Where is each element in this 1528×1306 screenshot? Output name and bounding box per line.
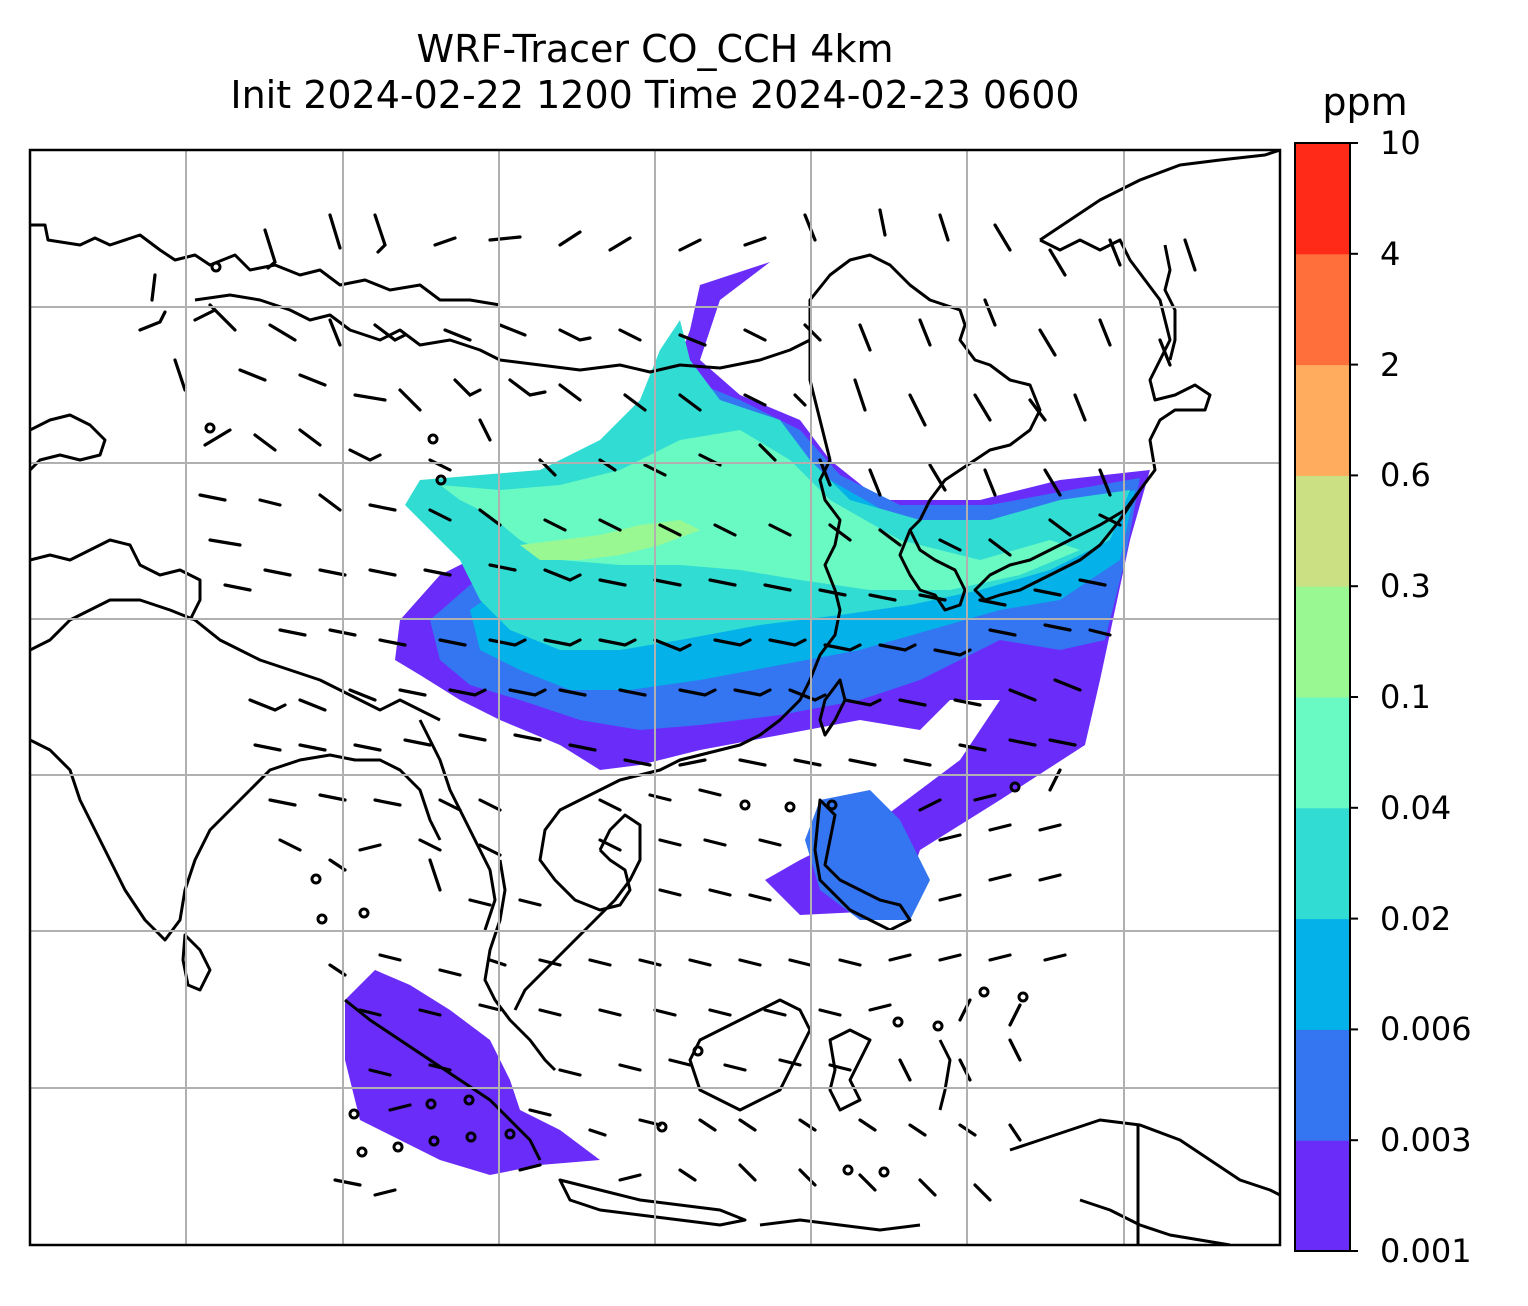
colorbar-tick-label: 0.3 — [1380, 567, 1431, 606]
colorbar-tick-label: 10 — [1380, 124, 1421, 162]
map-frame — [28, 148, 1282, 1247]
coast-malay-peninsula — [483, 859, 557, 1072]
colorbar-segment — [1295, 918, 1350, 1030]
title-line-2: Init 2024-02-22 1200 Time 2024-02-23 060… — [230, 73, 1080, 117]
colorbar-tick-label: 2 — [1380, 345, 1401, 384]
coast-sri-lanka — [181, 933, 212, 992]
colorbar-tick-label: 0.1 — [1380, 678, 1431, 716]
coast-russian-far-east — [1039, 150, 1280, 242]
coast-china-south — [538, 773, 641, 912]
coast-west-border-2 — [30, 598, 196, 652]
colorbar-segment — [1295, 253, 1350, 366]
calm-wind-markers — [204, 261, 1029, 1178]
title-line-1: WRF-Tracer CO_CCH 4km — [416, 27, 894, 71]
coast-sakhalin — [1163, 244, 1177, 361]
coast-caspian — [30, 413, 107, 472]
colorbar-tick-label: 4 — [1380, 234, 1401, 273]
map-title: WRF-Tracer CO_CCH 4km Init 2024-02-22 12… — [30, 26, 1280, 118]
colorbar-segment — [1295, 364, 1350, 476]
coast-korean-peninsula — [898, 528, 967, 612]
coast-lesser-sunda — [759, 1218, 921, 1232]
colorbar-tick-label: 0.006 — [1380, 1010, 1472, 1049]
colorbar-segment — [1295, 807, 1350, 920]
coast-myanmar — [418, 719, 497, 931]
coast-central-asia-border — [194, 293, 501, 362]
coast-japan — [973, 488, 1142, 602]
colorbar-tick-label: 0.02 — [1380, 899, 1452, 938]
tracer-plume-sea-003 — [805, 790, 930, 920]
coast-philippines — [813, 798, 912, 932]
colorbar-segment — [1295, 697, 1350, 809]
colorbar — [1294, 142, 1358, 1252]
colorbar-tick-label: 0.04 — [1380, 788, 1452, 827]
colorbar-segment — [1295, 143, 1350, 255]
coast-korea-manchuria — [808, 253, 1042, 532]
coast-maluku — [938, 1039, 952, 1111]
coast-india — [30, 738, 252, 942]
gridlines — [30, 150, 1280, 1245]
colorbar-unit: ppm — [1322, 80, 1408, 124]
colorbar-tick-label: 0.001 — [1380, 1232, 1472, 1270]
coast-java — [558, 1178, 747, 1227]
coast-sea-of-okhotsk — [1039, 238, 1212, 491]
coast-new-guinea — [1009, 1118, 1280, 1197]
coastlines — [30, 150, 1280, 1245]
colorbar-segment — [1295, 1140, 1350, 1252]
coast-indochina — [513, 813, 642, 1011]
coast-northern-land — [30, 223, 501, 307]
colorbar-segment — [1295, 475, 1350, 587]
coast-bay-of-bengal — [248, 753, 442, 841]
coast-sulawesi — [828, 1028, 872, 1112]
coast-china-east — [639, 340, 842, 777]
wind-barbs — [138, 208, 1197, 1202]
coast-borneo — [688, 998, 812, 1112]
coast-himalaya-border — [194, 618, 441, 722]
coast-mongolia-border — [499, 338, 811, 374]
colorbar-tick-label: 0.003 — [1380, 1121, 1472, 1160]
coast-sumatra — [344, 998, 542, 1161]
tracer-plume-south-low — [345, 970, 600, 1175]
colorbar-tick-label: 0.6 — [1380, 456, 1431, 495]
colorbar-segment — [1295, 586, 1350, 698]
coast-new-guinea-south — [1079, 1198, 1231, 1245]
coast-west-border — [30, 538, 202, 621]
colorbar-segment — [1295, 1029, 1350, 1141]
